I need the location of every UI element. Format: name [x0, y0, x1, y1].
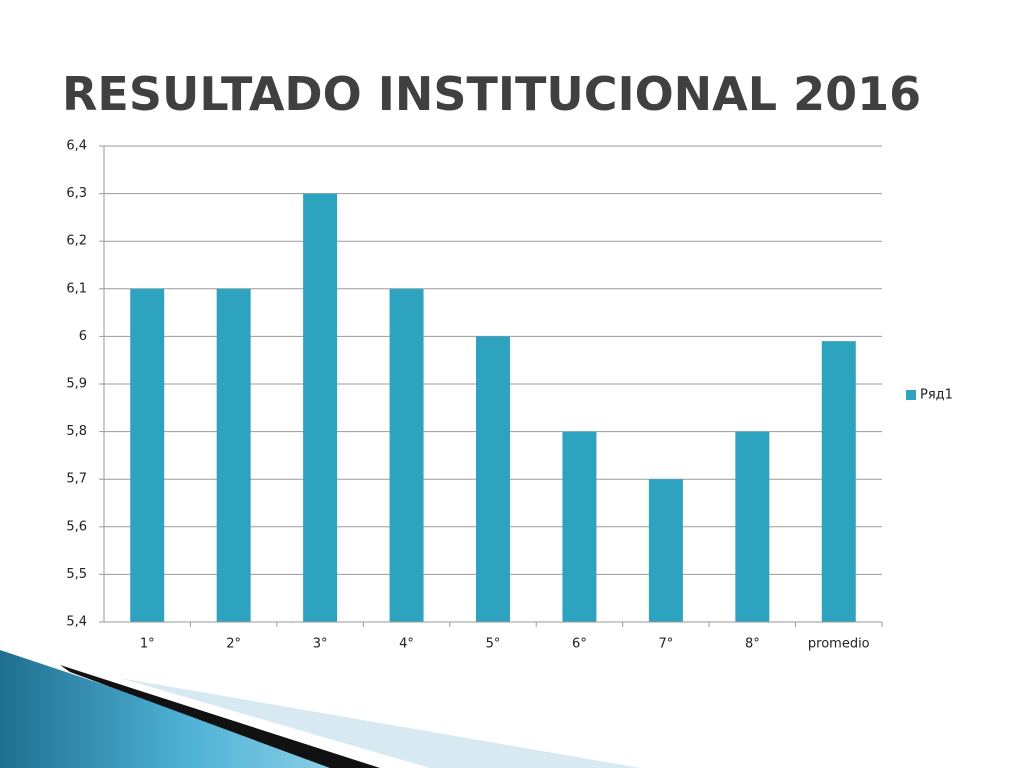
x-tick-label: 5°: [486, 637, 501, 652]
decoration: [0, 650, 640, 768]
bar: [476, 336, 510, 622]
y-tick-label: 5,7: [66, 472, 87, 487]
x-tick-label: 1°: [140, 637, 155, 652]
bar: [303, 193, 338, 622]
legend-label: Ряд1: [920, 388, 953, 403]
bar: [562, 431, 597, 622]
y-tick-label: 5,5: [66, 567, 87, 582]
bar: [130, 288, 165, 622]
y-tick-label: 5,8: [66, 424, 87, 439]
x-tick-label: 7°: [658, 637, 673, 652]
y-tick-label: 5,9: [66, 377, 87, 392]
y-tick-label: 6,3: [66, 186, 87, 201]
bar: [735, 431, 770, 622]
x-tick-label: 2°: [226, 637, 241, 652]
y-tick-label: 6,1: [66, 281, 87, 296]
y-tick-label: 6: [79, 329, 87, 344]
y-tick-label: 5,6: [66, 519, 87, 534]
bar: [821, 341, 856, 622]
bar: [216, 288, 251, 622]
x-tick-label: 3°: [313, 637, 328, 652]
chart-title: RESULTADO INSTITUCIONAL 2016: [62, 67, 921, 121]
y-tick-label: 6,2: [66, 234, 87, 249]
bar: [389, 288, 424, 622]
y-tick-label: 5,4: [66, 615, 87, 630]
x-tick-label: promedio: [808, 637, 870, 652]
x-tick-label: 6°: [572, 637, 587, 652]
y-tick-label: 6,4: [66, 139, 87, 154]
x-tick-label: 4°: [399, 637, 414, 652]
legend-swatch: [906, 390, 916, 400]
x-tick-label: 8°: [745, 637, 760, 652]
bar: [648, 479, 683, 622]
